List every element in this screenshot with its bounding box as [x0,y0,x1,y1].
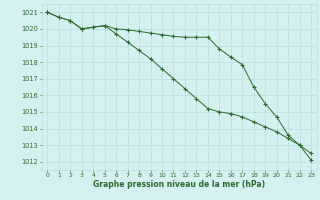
X-axis label: Graphe pression niveau de la mer (hPa): Graphe pression niveau de la mer (hPa) [93,180,265,189]
